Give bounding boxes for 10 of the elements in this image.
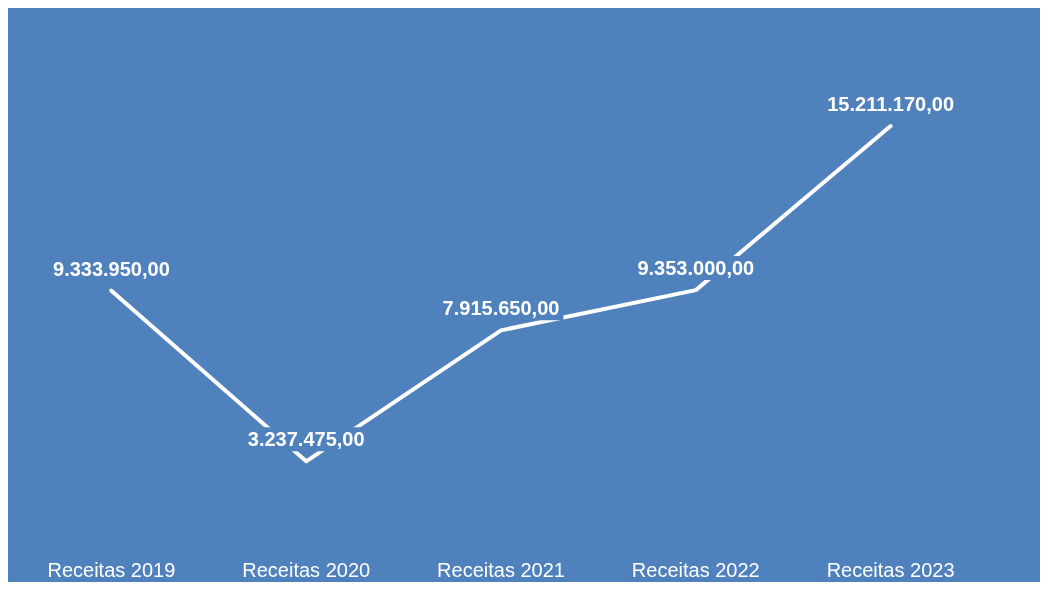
x-tick-label: Receitas 2022 — [631, 559, 760, 581]
data-label: 9.333.950,00 — [53, 257, 170, 280]
data-label: 15.211.170,00 — [827, 93, 954, 116]
data-label: 3.237.475,00 — [247, 428, 365, 451]
x-tick-label: Receitas 2021 — [437, 559, 565, 581]
x-tick-label: Receitas 2019 — [47, 559, 176, 581]
x-tick-label: Receitas 2020 — [242, 559, 371, 581]
x-tick-label: Receitas 2023 — [826, 559, 955, 581]
data-label: 7.915.650,00 — [442, 297, 560, 320]
data-label: 9.353.000,00 — [637, 257, 755, 280]
